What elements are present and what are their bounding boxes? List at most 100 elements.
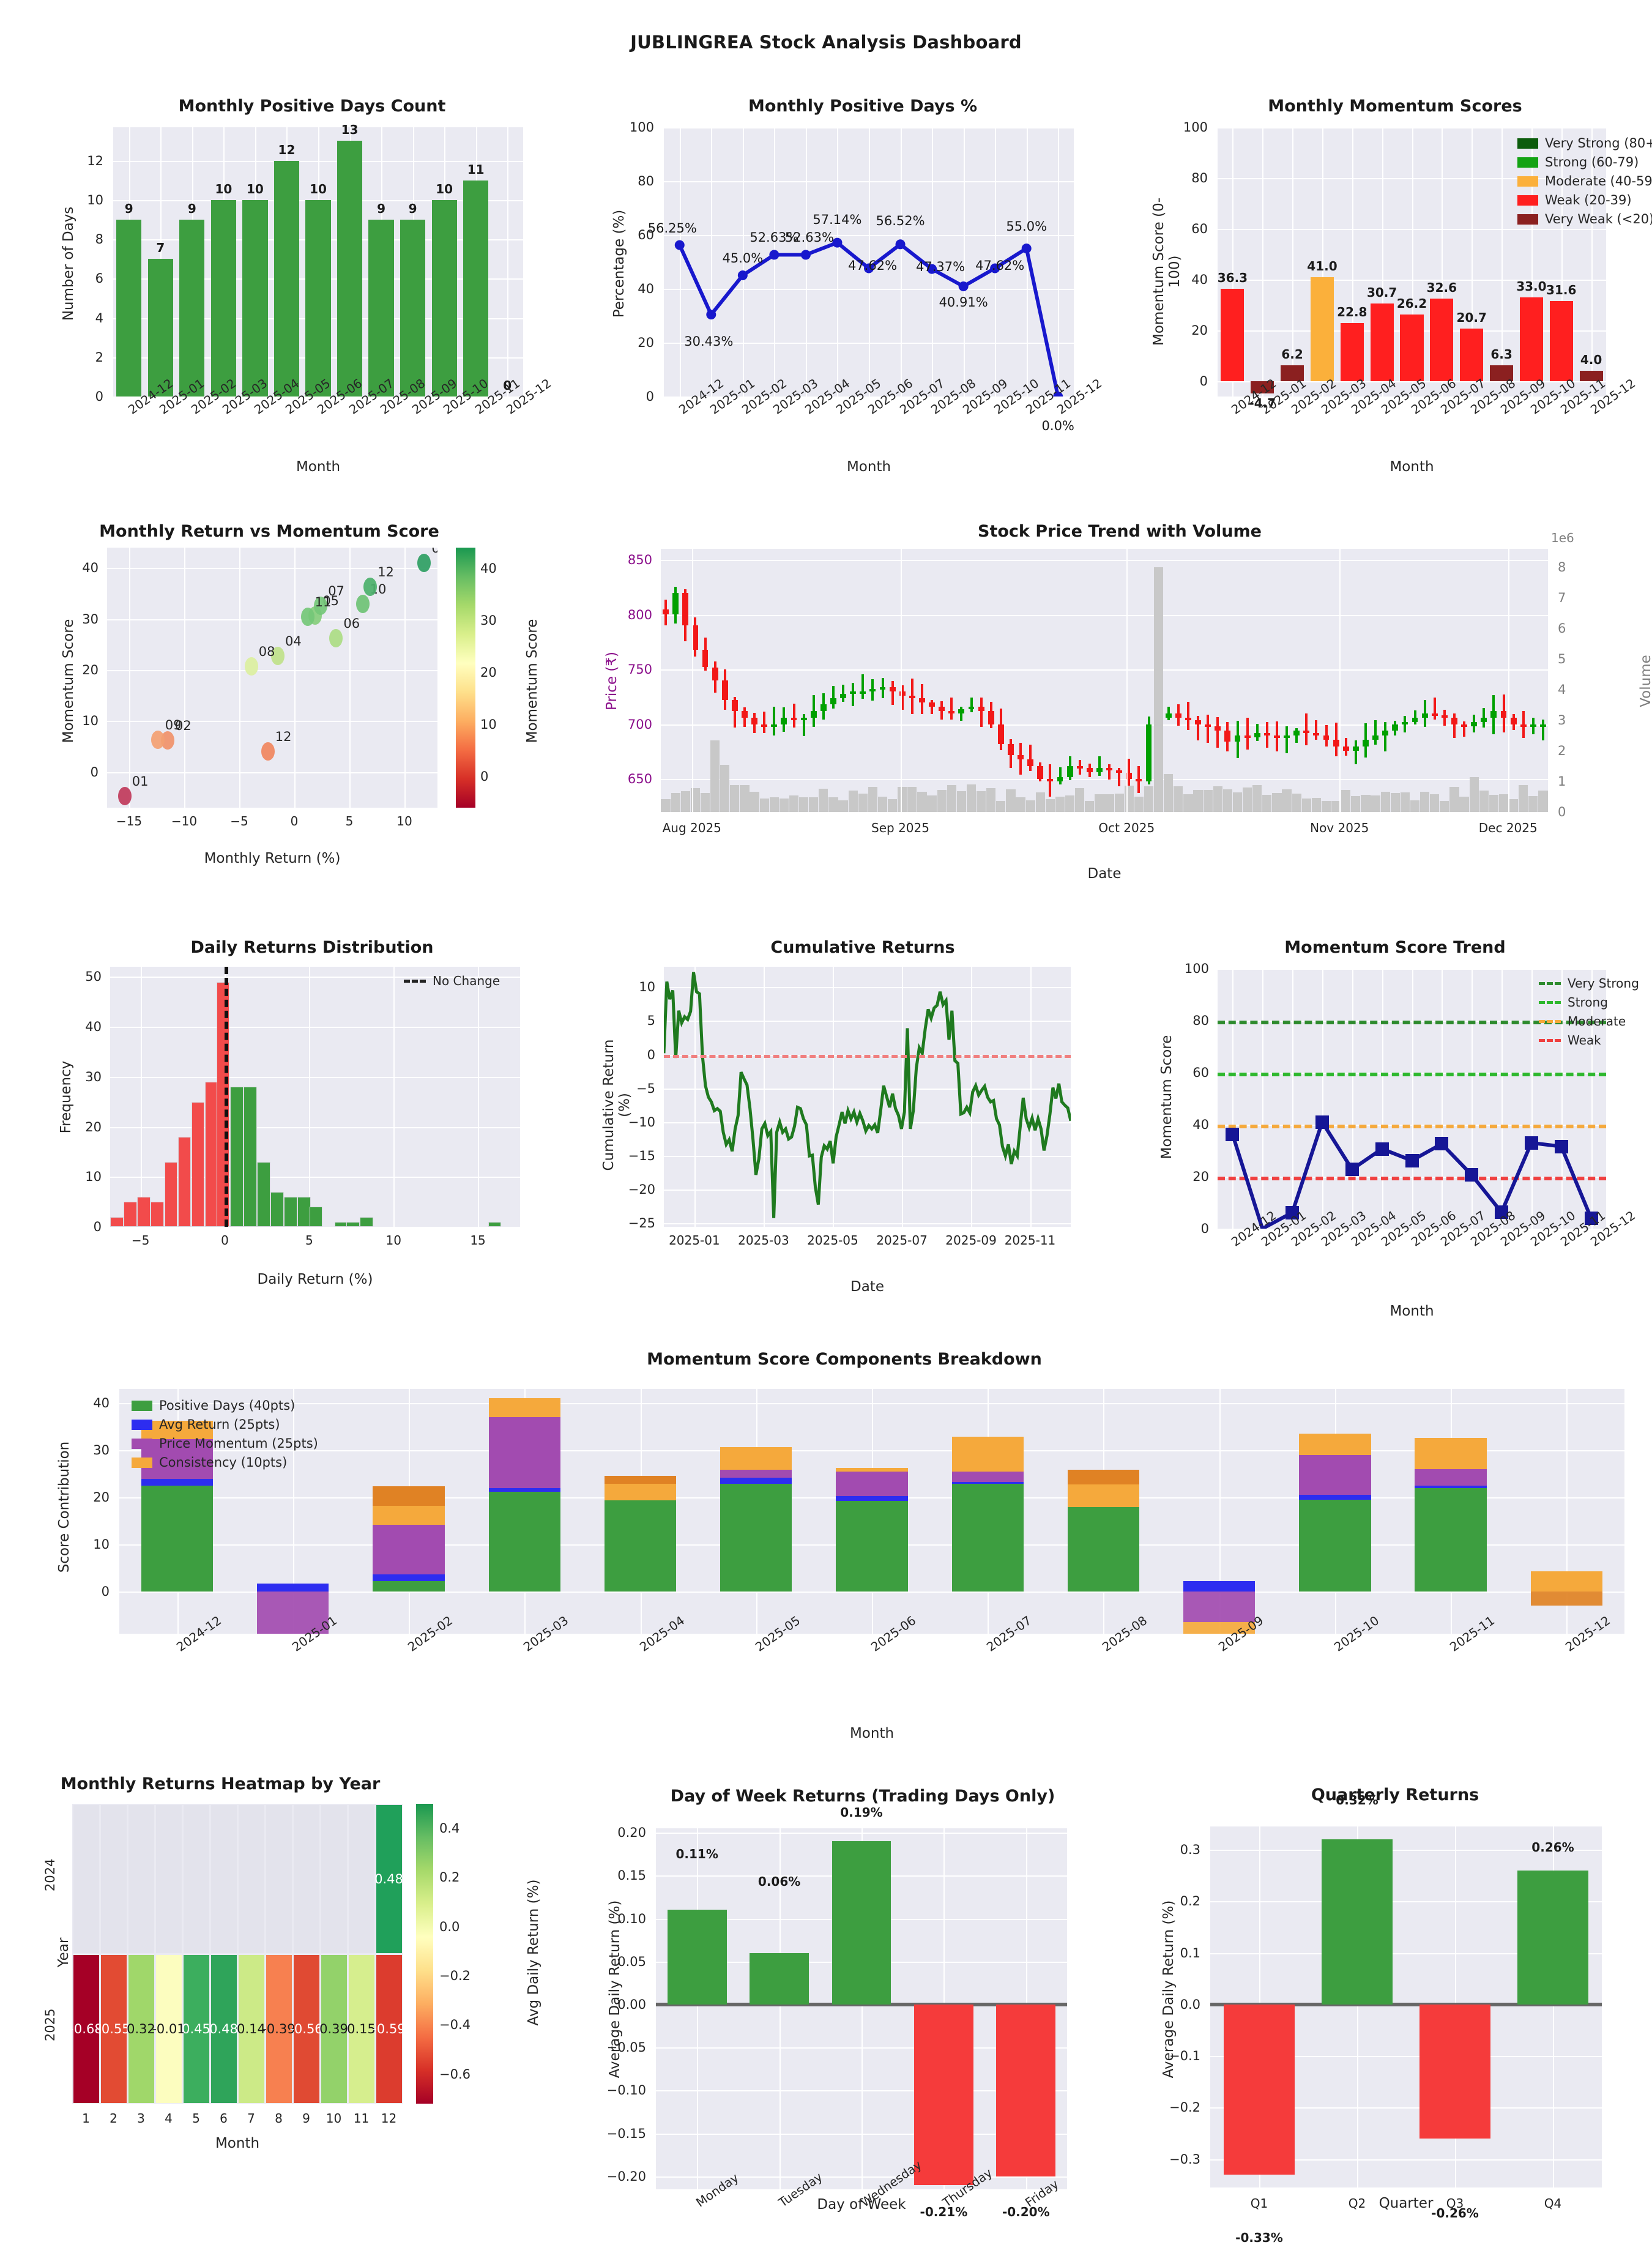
stack-segment (951, 1482, 1024, 1484)
gridline-x (292, 1389, 294, 1634)
volume-bar (1419, 792, 1430, 812)
gridline-x (1591, 127, 1593, 397)
volume-bar (858, 794, 868, 812)
candle-body (1175, 713, 1181, 718)
stack-segment (141, 1478, 214, 1486)
heatmap-cell-value: 0.45 (182, 2021, 210, 2036)
x-tick-label: 2024-12 (125, 376, 176, 417)
panel-title: Quarterly Returns (1311, 1785, 1479, 1804)
candle-body (692, 625, 699, 650)
gridline-x (774, 127, 776, 397)
gridline-y (1218, 229, 1606, 231)
scatter-point-label: 04 (285, 633, 302, 649)
x-tick-label: Nov 2025 (1310, 821, 1369, 835)
bar-value-label: 9 (124, 201, 133, 216)
y-tick-label: 2025 (43, 2008, 58, 2041)
candle-body (1165, 713, 1172, 718)
y-tick-label: 12 (87, 153, 103, 168)
panel-title: Monthly Momentum Scores (1268, 97, 1522, 116)
volume-bar (1025, 800, 1035, 812)
x-tick-label: 2025-03 (1319, 376, 1369, 417)
x-tick-label: 2024-12 (1229, 1208, 1279, 1249)
x-tick-label: 2025-07 (1438, 376, 1488, 417)
candle-body (1145, 724, 1152, 781)
gridline-x (1058, 127, 1060, 397)
x-tick-label: 5 (345, 814, 354, 828)
gridline-x (1322, 127, 1323, 397)
volume-bar (661, 799, 671, 812)
y-tick-label: −0.10 (606, 2083, 646, 2098)
volume-bar (966, 784, 977, 812)
stack-segment (720, 1478, 792, 1484)
candle-wick (970, 698, 973, 713)
volume-bar (769, 797, 779, 812)
volume-bar (1075, 787, 1085, 812)
gridline-y (664, 235, 1074, 236)
gridline-x (900, 549, 902, 812)
panel-title: Momentum Score Trend (1284, 938, 1506, 957)
gridline-x (404, 548, 406, 808)
dashed-line-icon (1539, 1000, 1561, 1004)
x-tick-label: 2024-12 (174, 1613, 224, 1655)
scatter-point-label: 03 (431, 548, 437, 556)
panel-title: Daily Returns Distribution (190, 938, 434, 957)
dashed-line-icon (1539, 1038, 1561, 1042)
candle-body (869, 689, 876, 692)
gridline-x (1126, 549, 1128, 812)
histogram-bar (346, 1221, 360, 1227)
x-tick-label: 2025-10 (1528, 376, 1578, 417)
stack-segment (373, 1574, 445, 1581)
volume-bar (710, 740, 720, 812)
legend-item-2: Moderate (40-59) (1517, 174, 1652, 188)
candle-body (850, 691, 857, 694)
legend-item-2: Moderate (1539, 1014, 1639, 1029)
x-tick-label: 2025-07 (984, 1613, 1034, 1655)
volume-bar (1380, 791, 1390, 812)
volume-bar (1104, 794, 1114, 812)
gridline-y (656, 1833, 1067, 1834)
stack-segment (1415, 1486, 1487, 1488)
scatter-point (363, 578, 378, 597)
y-tick-label: 10 (85, 1169, 102, 1185)
x-tick-label: 2025-05 (807, 1233, 858, 1248)
legend-swatch (132, 1438, 152, 1449)
stack-segment (604, 1484, 677, 1500)
x-tick-label: 5 (305, 1233, 313, 1248)
zero-axis-line (1210, 2002, 1602, 2006)
candle-wick (1256, 724, 1259, 741)
candle-wick (763, 712, 766, 733)
stack-segment (373, 1505, 445, 1525)
volume-bar (779, 799, 789, 812)
gridline-x (697, 1828, 699, 2189)
x-tick-label: 2025-10 (441, 376, 491, 417)
point-value-label: 40.91% (939, 294, 988, 310)
legend-swatch (132, 1400, 152, 1411)
histogram-bar (124, 1202, 137, 1227)
legend-label: Very Strong (80+) (1545, 136, 1652, 151)
y-tick-label: 100 (629, 120, 654, 135)
histogram-bar (257, 1161, 270, 1227)
point-value-label: 47.37% (916, 259, 966, 274)
stack-segment (1530, 1591, 1603, 1606)
legend-item-0: Very Strong (80+) (1517, 136, 1652, 151)
x-tick-label: 2025-03 (521, 1613, 571, 1655)
candle-wick (1286, 726, 1289, 753)
colorbar-tick: −0.2 (439, 1968, 471, 1984)
histogram-bar (284, 1196, 297, 1227)
gridline-x (1262, 969, 1264, 1229)
y-tick-label: 2 (95, 349, 103, 365)
scatter-point-label: 01 (132, 773, 149, 789)
x-tick-label: 2025-09 (1498, 376, 1548, 417)
x-tick-label: 2025-01 (157, 376, 207, 417)
gridline-y (661, 779, 1548, 781)
candle-wick (950, 698, 953, 720)
volume-bar (1035, 792, 1045, 812)
x-tick-label: −5 (230, 814, 248, 828)
stack-segment (1415, 1438, 1487, 1469)
volume-bar (1203, 789, 1213, 812)
candle-body (1027, 759, 1034, 766)
y-tick-label: 0 (90, 764, 99, 780)
trend-marker (1345, 1163, 1359, 1177)
trend-marker (1375, 1142, 1389, 1156)
gridline-x (902, 967, 904, 1227)
